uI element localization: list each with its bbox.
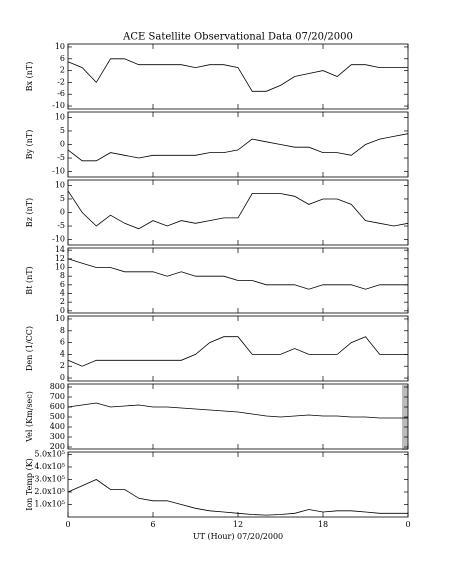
y-tick-label: 0 (60, 140, 65, 149)
x-tick-label: 18 (318, 520, 328, 529)
y-tick-label: 5 (60, 194, 65, 203)
y-tick-label: 300 (50, 432, 65, 441)
y-tick-label: 800 (50, 382, 65, 391)
data-line (67, 479, 408, 516)
y-tick-label: 4 (60, 349, 65, 358)
y-tick-label: -5 (57, 221, 65, 230)
y-tick-label: -10 (52, 235, 65, 244)
y-tick-label: 2.0x10⁵ (34, 487, 65, 496)
y-tick-label: 3.0x10⁵ (34, 475, 65, 484)
y-tick-label: -2 (57, 77, 65, 86)
y-axis-label: Vel (Km/sec) (25, 391, 34, 443)
y-tick-label: 4 (60, 289, 65, 298)
y-tick-label: -5 (57, 153, 65, 162)
panel-frame (67, 383, 409, 450)
y-tick-label: 8 (60, 326, 65, 335)
y-tick-label: 5 (60, 126, 65, 135)
data-line (67, 258, 408, 290)
y-tick-label: 4.0x10⁵ (34, 462, 65, 471)
data-line (67, 133, 409, 162)
y-tick-label: 200 (50, 442, 65, 451)
panel-frame (67, 179, 409, 246)
panel-frame (67, 111, 409, 178)
panel-frame (67, 451, 409, 518)
y-tick-label: 10 (55, 314, 65, 323)
data-line (67, 190, 409, 230)
y-tick-label: 400 (50, 422, 65, 431)
y-tick-label: -6 (57, 89, 65, 98)
y-axis-label: Bx (nT) (25, 62, 34, 92)
y-tick-label: 0 (60, 306, 65, 315)
y-tick-label: 600 (50, 402, 65, 411)
x-tick-label: 0 (65, 520, 70, 529)
y-tick-label: 10 (55, 180, 65, 189)
y-tick-label: 14 (55, 245, 65, 254)
y-axis-label: Bz (nT) (25, 198, 34, 227)
y-axis-label: Den (1/CC) (25, 326, 34, 371)
y-tick-label: 2 (60, 361, 65, 370)
y-axis-label: Ion Temp (K) (25, 458, 34, 511)
y-tick-label: 6 (60, 280, 65, 289)
y-tick-label: 6 (60, 54, 65, 63)
y-tick-label: -10 (52, 167, 65, 176)
data-line (67, 58, 408, 92)
y-tick-label: 2 (60, 66, 65, 75)
data-gap-shade (402, 385, 408, 450)
x-tick-label: 6 (150, 520, 155, 529)
x-tick-label: 0 (405, 520, 410, 529)
y-tick-label: 700 (50, 392, 65, 401)
y-tick-label: 6 (60, 338, 65, 347)
x-tick-label: 12 (233, 520, 243, 529)
y-tick-label: -10 (52, 101, 65, 110)
chart-title: ACE Satellite Observational Data 07/20/2… (122, 32, 353, 43)
y-tick-label: 8 (60, 271, 65, 280)
data-line (67, 402, 408, 419)
y-tick-label: 2 (60, 297, 65, 306)
x-axis-label: UT (Hour) 07/20/2000 (193, 532, 283, 541)
y-tick-label: 10 (55, 42, 65, 51)
y-tick-label: 10 (55, 263, 65, 272)
data-line (67, 336, 408, 367)
y-tick-label: 500 (50, 412, 65, 421)
y-axis-label: By (nT) (25, 130, 34, 160)
y-tick-label: 12 (55, 254, 65, 263)
y-axis-label: Bt (nT) (25, 266, 34, 294)
panel-frame (67, 315, 409, 382)
y-tick-label: 0 (60, 373, 65, 382)
y-tick-label: 10 (55, 112, 65, 121)
y-tick-label: 5.0x10⁵ (34, 450, 65, 459)
y-tick-label: 0 (60, 208, 65, 217)
panel-frame (67, 43, 409, 110)
y-tick-label: 1.0x10⁵ (34, 500, 65, 509)
